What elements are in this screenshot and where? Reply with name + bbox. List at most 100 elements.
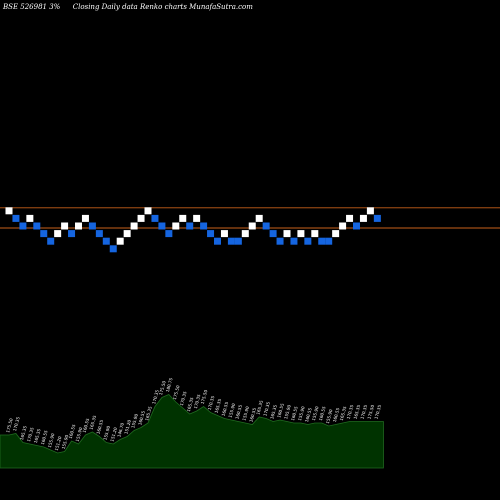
down-brick xyxy=(109,245,117,253)
down-brick xyxy=(88,222,96,230)
volume-price-label: 160.55 xyxy=(290,405,299,421)
chart-description: Closing Daily data Renko charts MunafaSu… xyxy=(72,3,253,11)
volume-price-label: 165.35 xyxy=(214,398,223,414)
down-brick xyxy=(95,230,103,238)
volume-price-label: 165.35 xyxy=(89,414,98,430)
up-brick xyxy=(81,214,89,222)
down-brick xyxy=(373,214,381,222)
down-brick xyxy=(68,230,76,238)
volume-price-label: 160.55 xyxy=(68,423,77,439)
down-brick xyxy=(207,230,215,238)
volume-price-label: 155.90 xyxy=(228,402,237,418)
volume-price-label: 160.55 xyxy=(137,410,146,426)
up-brick xyxy=(311,230,319,238)
down-brick xyxy=(234,237,242,245)
volume-price-label: 160.55 xyxy=(248,407,257,423)
volume-price-label: 155.90 xyxy=(325,408,334,424)
down-brick xyxy=(165,230,173,238)
volume-price-label: 165.35 xyxy=(19,425,28,441)
volume-price-label: 155.90 xyxy=(61,434,70,450)
volume-price-label: 165.35 xyxy=(255,399,264,415)
volume-price-label: 160.55 xyxy=(96,419,105,435)
volume-price-label: 151.20 xyxy=(123,419,132,435)
up-brick xyxy=(255,214,263,222)
volume-price-label: 165.35 xyxy=(339,405,348,421)
up-brick xyxy=(75,222,82,230)
down-brick xyxy=(353,222,360,230)
down-brick xyxy=(262,222,270,230)
volume-price-label: 160.55 xyxy=(234,404,243,420)
volume-price-label: 155.90 xyxy=(311,405,320,421)
up-brick xyxy=(5,207,13,215)
volume-price-label: 160.55 xyxy=(40,429,49,445)
up-brick xyxy=(61,222,69,230)
down-brick xyxy=(200,222,208,230)
volume-price-label: 160.55 xyxy=(332,407,341,423)
volume-labels: 175.50170.35165.35170.35165.35160.55155.… xyxy=(5,377,382,451)
volume-price-label: 160.55 xyxy=(304,407,313,423)
up-brick xyxy=(297,230,305,238)
up-brick xyxy=(54,230,62,238)
up-brick xyxy=(248,222,256,230)
up-brick xyxy=(26,214,34,222)
volume-price-label: 175.50 xyxy=(200,389,209,405)
volume-area xyxy=(0,394,384,469)
up-brick xyxy=(179,214,187,222)
ticker-label: BSE 526981 3% xyxy=(3,3,61,11)
volume-price-label: 180.75 xyxy=(165,377,174,393)
chart-header: BSE 526981 3% Closing Daily data Renko c… xyxy=(3,3,253,11)
up-brick xyxy=(283,230,291,238)
down-brick xyxy=(276,237,284,245)
volume-price-label: 151.20 xyxy=(109,426,118,442)
volume-price-label: 165.35 xyxy=(144,405,153,421)
up-brick xyxy=(193,214,201,222)
up-brick xyxy=(130,222,138,230)
volume-price-label: 151.20 xyxy=(54,435,63,451)
down-brick xyxy=(269,230,277,238)
down-brick xyxy=(158,222,166,230)
up-brick xyxy=(220,230,228,238)
volume-price-label: 175.50 xyxy=(172,384,181,400)
up-brick xyxy=(123,230,131,238)
volume-price-label: 170.35 xyxy=(26,426,35,442)
up-brick xyxy=(116,237,124,245)
down-brick xyxy=(227,237,235,245)
volume-price-label: 155.90 xyxy=(297,405,306,421)
down-brick xyxy=(290,237,298,245)
down-brick xyxy=(214,237,221,245)
volume-panel xyxy=(0,394,384,469)
volume-price-label: 170.35 xyxy=(374,404,383,420)
up-brick xyxy=(137,214,145,222)
volume-price-label: 175.50 xyxy=(158,380,167,396)
down-brick xyxy=(102,237,110,245)
volume-price-label: 170.35 xyxy=(207,395,216,411)
volume-price-label: 175.50 xyxy=(5,417,14,433)
down-brick xyxy=(325,237,333,245)
volume-price-label: 155.90 xyxy=(283,404,292,420)
volume-price-label: 170.35 xyxy=(12,416,21,432)
up-brick xyxy=(332,230,340,238)
down-brick xyxy=(33,222,41,230)
renko-bricks xyxy=(5,207,381,253)
volume-price-label: 170.35 xyxy=(262,401,271,417)
volume-price-label: 155.90 xyxy=(75,426,84,442)
down-brick xyxy=(318,237,326,245)
volume-price-label: 160.55 xyxy=(318,405,327,421)
volume-price-label: 160.55 xyxy=(82,417,91,433)
up-brick xyxy=(366,207,374,215)
up-brick xyxy=(172,222,180,230)
down-brick xyxy=(47,237,55,245)
up-brick xyxy=(144,207,152,215)
down-brick xyxy=(12,214,20,222)
up-brick xyxy=(241,230,249,238)
volume-price-label: 155.90 xyxy=(47,432,56,448)
volume-price-label: 170.35 xyxy=(179,390,188,406)
volume-price-label: 160.55 xyxy=(221,401,230,417)
volume-price-label: 165.35 xyxy=(353,404,362,420)
volume-price-label: 170.35 xyxy=(346,404,355,420)
volume-price-label: 155.90 xyxy=(130,413,139,429)
volume-price-label: 170.35 xyxy=(360,404,369,420)
volume-price-label: 146.70 xyxy=(116,422,125,438)
up-brick xyxy=(339,222,347,230)
